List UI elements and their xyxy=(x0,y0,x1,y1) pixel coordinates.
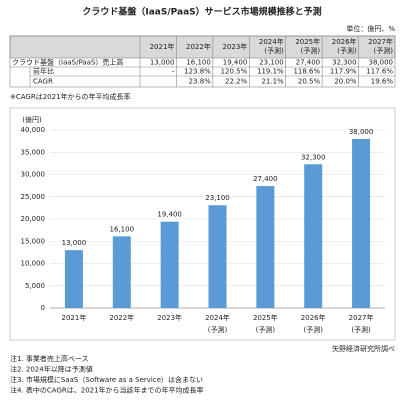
table-cell: 13,000 xyxy=(150,59,175,67)
x-tick-label: 2026年 xyxy=(301,313,326,322)
y-axis-label: (億円) xyxy=(22,115,42,124)
table-header: 2022年 xyxy=(186,42,211,51)
x-tick-label: 2023年 xyxy=(157,313,182,322)
table-cell: 20.5% xyxy=(298,78,321,86)
value-label: 13,000 xyxy=(62,239,87,247)
bar xyxy=(160,221,179,308)
table-header: 2024年 xyxy=(259,37,284,46)
bar xyxy=(304,164,323,308)
table-cell: 120.5% xyxy=(221,68,248,76)
table-row-label: クラウド基盤（IaaS/PaaS）売上高 xyxy=(12,58,123,67)
note: 注1. 事業者売上高ベース xyxy=(10,354,89,363)
y-tick-label: 5,000 xyxy=(25,282,45,290)
x-tick-sublabel: (予測) xyxy=(256,325,276,334)
bar xyxy=(208,205,227,308)
table-cell: 117.9% xyxy=(330,68,357,76)
x-tick-label: 2021年 xyxy=(62,313,87,322)
y-tick-label: 30,000 xyxy=(21,171,46,179)
table-note: ※CAGRは2021年からの年平均成長率 xyxy=(10,92,131,101)
table-row-label: 前年比 xyxy=(33,67,54,76)
table-cell: 118.6% xyxy=(293,68,320,76)
table-header: (予測) xyxy=(264,46,284,55)
y-tick-label: 10,000 xyxy=(21,260,46,268)
y-tick-label: 15,000 xyxy=(21,237,46,245)
note: 注4. 表中のCAGRは、2021年から当該年までの年平均成長率 xyxy=(10,386,204,395)
unit: 単位：億円、% xyxy=(346,24,395,33)
table-header: 2025年 xyxy=(295,37,320,46)
value-label: 16,100 xyxy=(110,225,135,233)
x-tick-label: 2027年 xyxy=(349,313,374,322)
table-cell: 27,400 xyxy=(296,59,321,67)
table-header: 2027年 xyxy=(368,37,393,46)
table-border xyxy=(9,35,396,88)
table-cell: 119.1% xyxy=(257,68,284,76)
title: クラウド基盤（IaaS/PaaS）サービス市場規模推移と予測 xyxy=(82,6,321,18)
table-header: 2026年 xyxy=(332,37,357,46)
bar xyxy=(64,250,83,308)
table-cell: 117.6% xyxy=(366,68,393,76)
value-label: 38,000 xyxy=(349,128,374,136)
table-cell: 23,100 xyxy=(259,59,284,67)
table-cell: 20.0% xyxy=(334,78,357,86)
table-cell: 23.8% xyxy=(189,78,212,86)
table-cell: 19,400 xyxy=(223,59,248,67)
bar xyxy=(256,186,275,308)
value-label: 23,100 xyxy=(205,194,230,202)
table-header: (予測) xyxy=(337,46,357,55)
bar xyxy=(352,138,371,308)
table-cell: 19.6% xyxy=(371,78,394,86)
x-tick-label: 2025年 xyxy=(253,313,278,322)
table-cell: 22.2% xyxy=(225,78,248,86)
x-tick-sublabel: (予測) xyxy=(351,325,371,334)
y-tick-label: 20,000 xyxy=(21,215,46,223)
bar xyxy=(112,236,131,308)
table-cell: 123.8% xyxy=(184,68,211,76)
table-header: 2023年 xyxy=(222,42,247,51)
value-label: 19,400 xyxy=(157,211,182,219)
y-tick-label: 40,000 xyxy=(21,126,46,134)
y-tick-label: 0 xyxy=(41,304,45,312)
source: 矢野経済研究所調べ xyxy=(332,344,395,353)
x-tick-sublabel: (予測) xyxy=(208,325,228,334)
table-cell: 32,300 xyxy=(332,59,357,67)
y-tick-label: 25,000 xyxy=(21,193,46,201)
note: 注3. 市場規模にSaaS（Software as a Service）は含まな… xyxy=(10,375,203,384)
y-tick-label: 35,000 xyxy=(21,148,46,156)
table-header: (予測) xyxy=(301,46,321,55)
table-cell: 21.1% xyxy=(261,78,284,86)
note: 注2. 2024年以降は予測値 xyxy=(10,365,93,374)
x-tick-label: 2022年 xyxy=(109,313,134,322)
table-cell: 38,000 xyxy=(369,59,394,67)
table-header: (予測) xyxy=(374,46,394,55)
table-cell: 16,100 xyxy=(186,59,211,67)
value-label: 32,300 xyxy=(301,153,326,161)
value-label: 27,400 xyxy=(253,175,278,183)
table-cell: - xyxy=(172,68,175,76)
table-row-label: CAGR xyxy=(33,78,53,86)
x-tick-sublabel: (予測) xyxy=(303,325,323,334)
table-header: 2021年 xyxy=(150,42,175,51)
x-tick-label: 2024年 xyxy=(205,313,230,322)
